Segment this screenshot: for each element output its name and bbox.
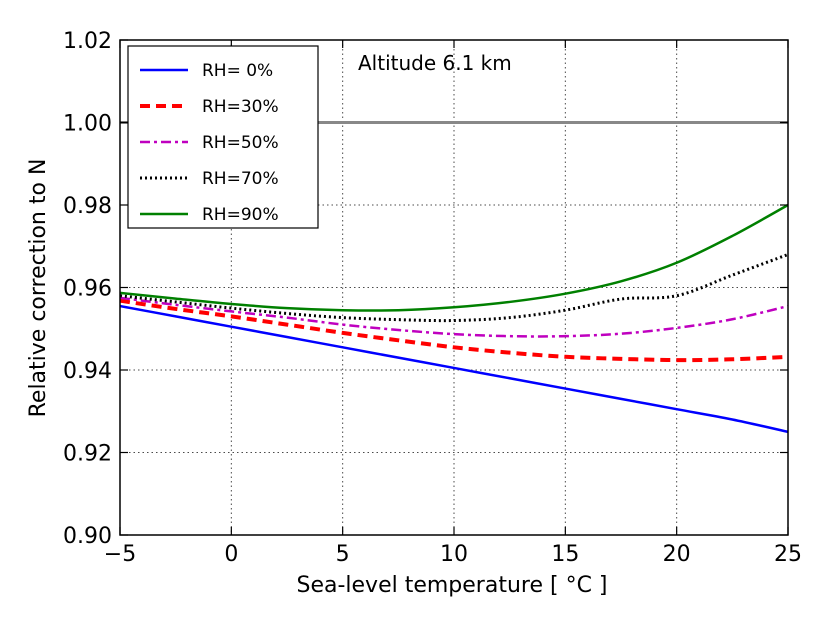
- legend-label-4: RH=70%: [202, 169, 279, 189]
- series-line-4: [119, 253, 789, 323]
- series-line-3: [119, 296, 789, 338]
- legend-label-1: RH= 0%: [202, 61, 273, 81]
- x-tick-label: −5: [104, 542, 136, 567]
- series-group: [119, 203, 789, 434]
- y-tick-label: 0.90: [63, 524, 112, 549]
- legend-label-3: RH=50%: [202, 133, 279, 153]
- x-tick-label: 10: [440, 542, 468, 567]
- legend-label-2: RH=30%: [202, 97, 279, 117]
- y-tick-label: 0.98: [63, 194, 112, 219]
- y-tick-label: 1.02: [63, 29, 112, 54]
- x-tick-label: 25: [774, 542, 802, 567]
- y-tick-label: 1.00: [63, 112, 112, 137]
- series-line-1: [119, 304, 789, 434]
- x-tick-label: 20: [663, 542, 691, 567]
- y-axis-label: Relative correction to N: [26, 159, 51, 418]
- x-axis-label: Sea-level temperature [ °C ]: [296, 573, 607, 598]
- altitude-annotation: Altitude 6.1 km: [358, 51, 512, 75]
- series-line-5: [119, 203, 789, 312]
- x-tick-label: 5: [336, 542, 350, 567]
- legend: RH= 0% RH=30% RH=50% RH=70% RH=90%: [127, 45, 319, 229]
- y-tick-label: 0.92: [63, 442, 112, 467]
- legend-box: [127, 45, 319, 229]
- y-tick-label: 0.94: [63, 359, 112, 384]
- legend-label-5: RH=90%: [202, 205, 279, 225]
- x-tick-label: 0: [224, 542, 238, 567]
- x-tick-label: 15: [551, 542, 579, 567]
- ticks: −5 0 5 10 15 20 25 0.90 0.92 0.94 0.96 0.98 1.00 1.02: [63, 29, 802, 567]
- y-tick-label: 0.96: [63, 277, 112, 302]
- series-line-2: [119, 298, 789, 363]
